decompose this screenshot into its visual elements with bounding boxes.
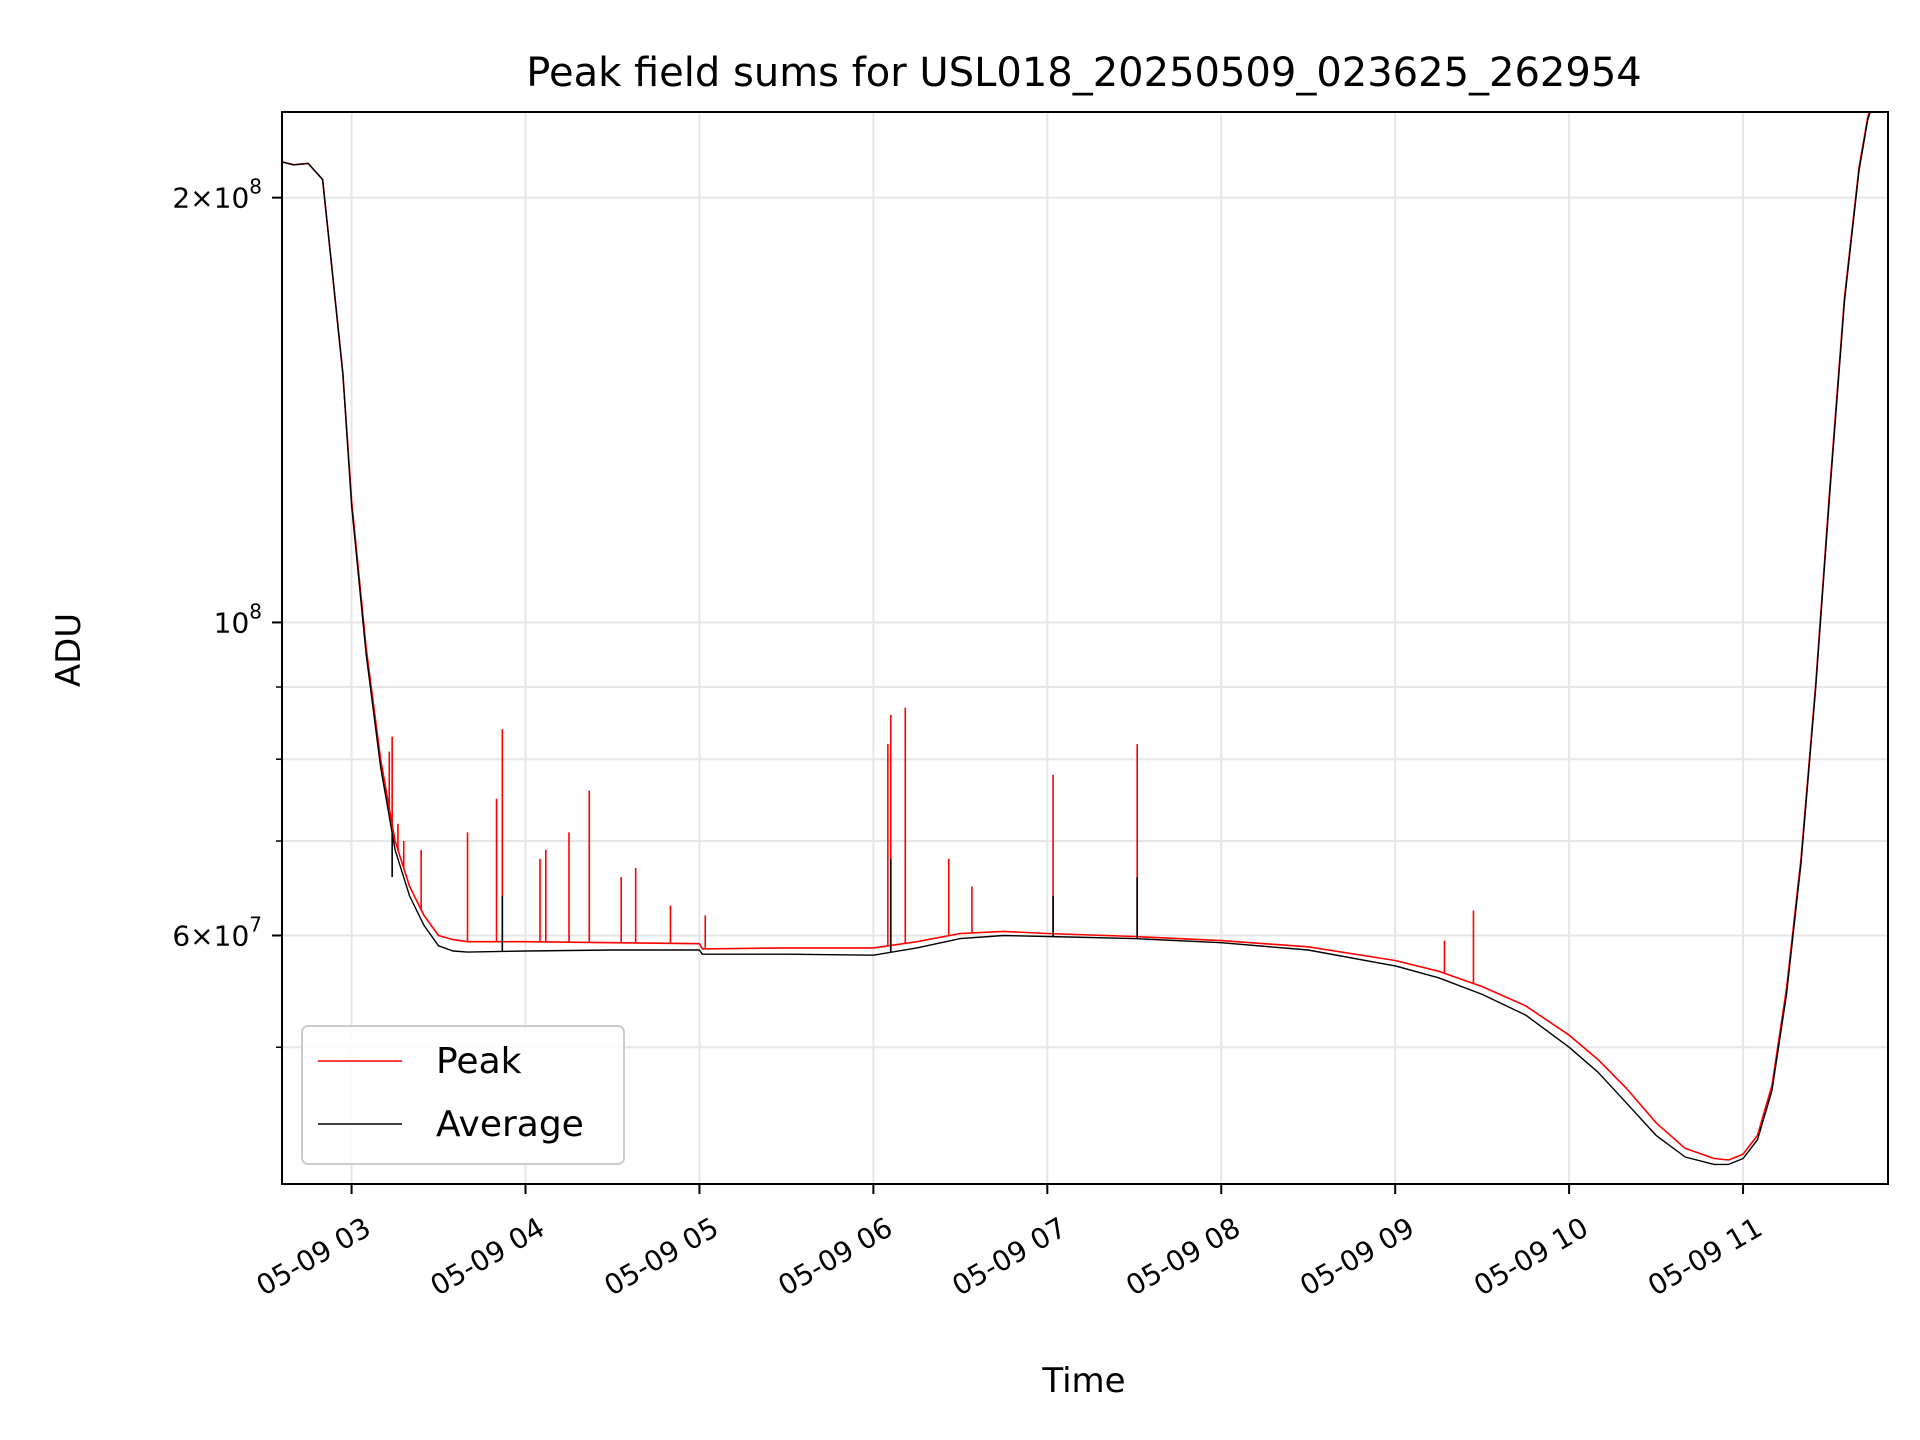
plot-area-frame (281, 111, 1889, 1185)
series-layer (282, 112, 1871, 1166)
y-axis-label: ADU (49, 613, 89, 687)
x-axis-label: Time (1041, 1361, 1125, 1401)
y-tick-label: 108 (214, 599, 262, 639)
y-tick-label: 6×107 (172, 913, 262, 953)
grid (282, 112, 1888, 1184)
legend: Peak Average (301, 1025, 625, 1165)
legend-label-average: Average (436, 1104, 584, 1145)
chart-title: Peak field sums for USL018_20250509_0236… (526, 50, 1641, 96)
series-line-average (282, 112, 1871, 1166)
y-tick-label: 2×108 (172, 175, 262, 215)
series-line-peak (282, 112, 1871, 1161)
legend-label-peak: Peak (436, 1041, 522, 1082)
